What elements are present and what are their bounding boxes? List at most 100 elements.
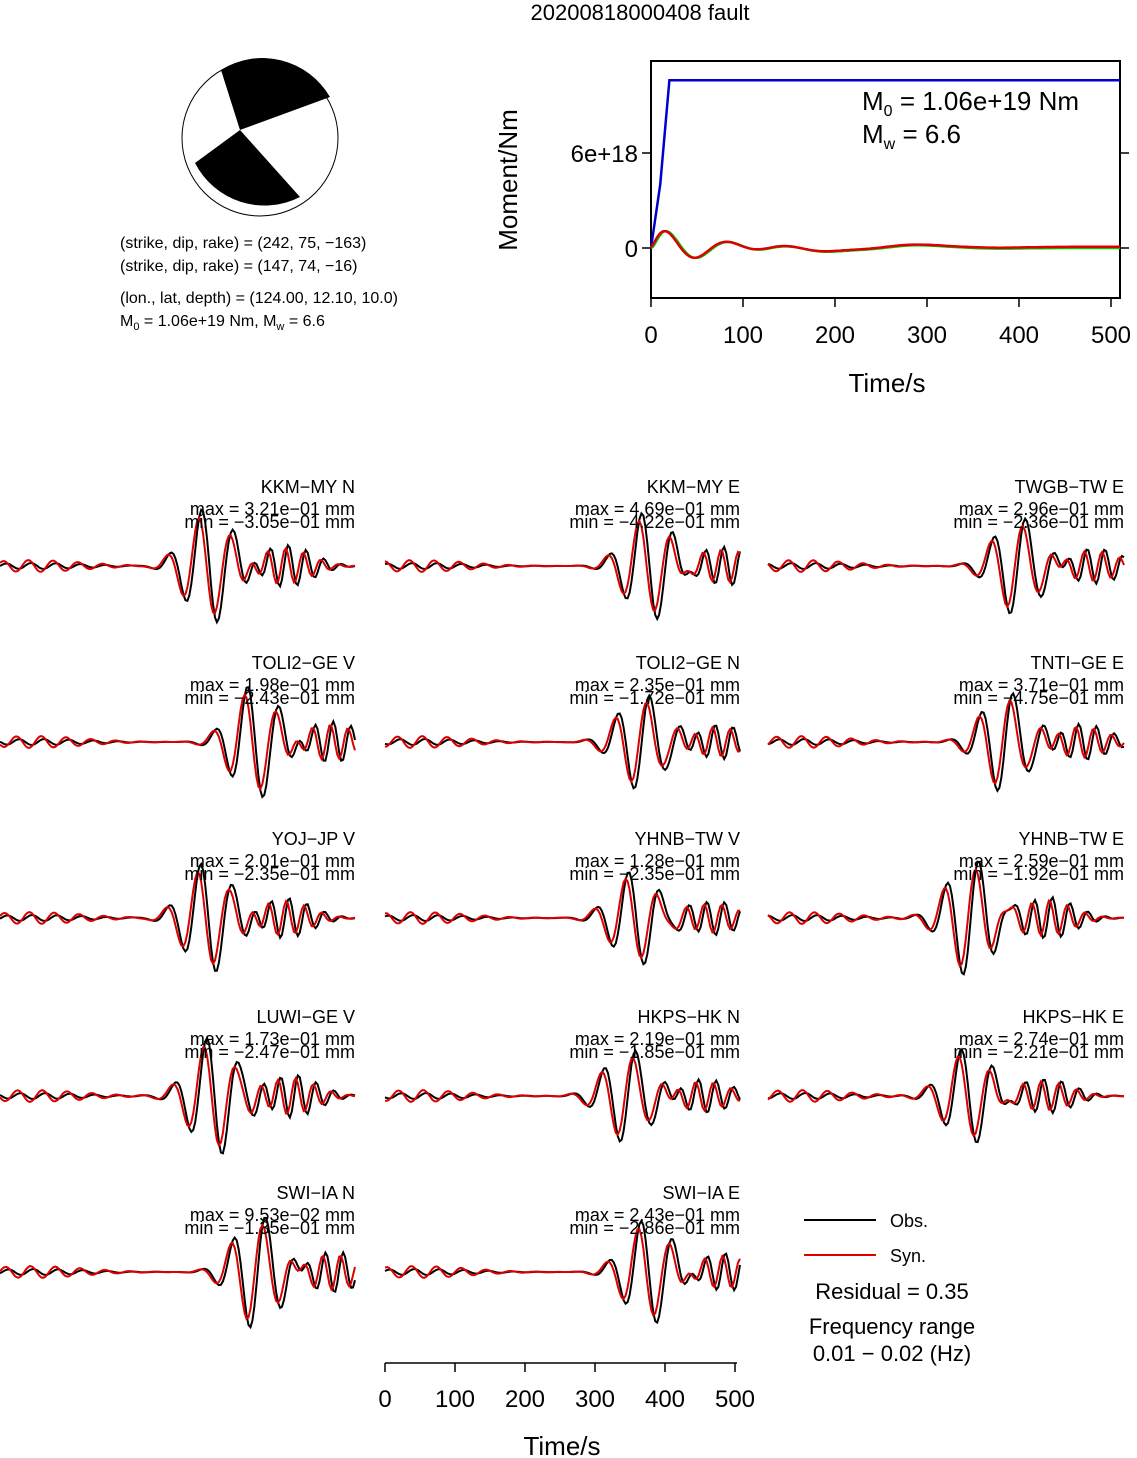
beachball-icon: [181, 58, 339, 217]
station-name: YHNB−TW E: [1018, 829, 1124, 849]
station-min: min = −1.85e−01 mm: [569, 1042, 740, 1062]
legend: Obs. Syn. Residual = 0.35 Frequency rang…: [804, 1211, 975, 1366]
station-name: KKM−MY N: [261, 477, 355, 497]
synthetic-trace: [384, 519, 741, 612]
synthetic-trace: [0, 871, 356, 966]
moment-rate-green: [650, 229, 1121, 260]
synthetic-trace: [384, 1057, 741, 1137]
station-max: max = 3.71e−01 mm: [959, 675, 1124, 695]
station-max: max = 3.21e−01 mm: [190, 499, 355, 519]
station-name: TOLI2−GE N: [636, 653, 740, 673]
synthetic-trace: [384, 877, 741, 960]
synthetic-trace: [0, 692, 356, 791]
waveform-xtick: 100: [435, 1386, 475, 1413]
station-min: min = −2.21e−01 mm: [953, 1042, 1124, 1062]
waveform-xtick: 400: [645, 1386, 685, 1413]
stf-mw-value: = 6.6: [902, 119, 961, 149]
waveform-xtick: 500: [715, 1386, 755, 1413]
station-name: YOJ−JP V: [272, 829, 355, 849]
station-max: max = 1.28e−01 mm: [575, 851, 740, 871]
observed-trace: [767, 1047, 1124, 1144]
station-name: YHNB−TW V: [634, 829, 740, 849]
synthetic-trace: [384, 1228, 741, 1317]
station-min: min = −4.75e−01 mm: [953, 688, 1124, 708]
station-name: TNTI−GE E: [1030, 653, 1124, 673]
station-min: min = −1.72e−01 mm: [569, 688, 740, 708]
synthetic-trace: [0, 1046, 356, 1148]
stf-xtick: 300: [907, 322, 947, 349]
stf-mw-label: Mw = 6.6: [862, 119, 961, 153]
synthetic-trace: [767, 699, 1125, 785]
waveform-time-axis: 0 100 200 300 400 500 Time/s: [378, 1362, 755, 1458]
synthetic-trace: [0, 1223, 356, 1321]
station-min: min = −2.36e−01 mm: [953, 512, 1124, 532]
moment-rate-red: [649, 229, 1121, 260]
station-name: HKPS−HK N: [637, 1007, 740, 1027]
stf-xtick: 100: [723, 322, 763, 349]
synthetic-trace: [767, 1055, 1124, 1138]
nodal-plane-1: (strike, dip, rake) = (242, 75, −163): [120, 235, 366, 252]
hypocenter-location: (lon., lat, depth) = (124.00, 12.10, 10.…: [120, 290, 398, 307]
nodal-plane-2: (strike, dip, rake) = (147, 74, −16): [120, 258, 357, 275]
stf-m0-label: M0 = 1.06e+19 Nm: [862, 86, 1079, 120]
mw-value: = 6.6: [284, 313, 325, 330]
station-min: min = −1.35e−01 mm: [184, 1218, 355, 1238]
synthetic-trace: [0, 515, 356, 615]
frequency-range-label: Frequency range: [809, 1314, 975, 1339]
station-max: max = 2.01e−01 mm: [190, 851, 355, 871]
station-max: max = 9.53e−02 mm: [190, 1205, 355, 1225]
stf-xtick: 200: [815, 322, 855, 349]
station-min: min = −2.86e−01 mm: [569, 1218, 740, 1238]
frequency-range-value: 0.01 − 0.02 (Hz): [813, 1341, 971, 1366]
moment-magnitude-line: M0 = 1.06e+19 Nm, Mw = 6.6: [120, 313, 325, 333]
station-max: max = 2.35e−01 mm: [575, 675, 740, 695]
waveform-xlabel: Time/s: [523, 1431, 600, 1458]
stf-xtick: 500: [1091, 322, 1131, 349]
stf-ytick-0: 0: [625, 236, 638, 263]
station-max: max = 2.59e−01 mm: [959, 851, 1124, 871]
waveform-xtick: 200: [505, 1386, 545, 1413]
station-name: KKM−MY E: [647, 477, 740, 497]
station-name: SWI−IA N: [276, 1183, 355, 1203]
stf-ylabel: Moment/Nm: [493, 109, 523, 251]
station-max: max = 4.69e−01 mm: [575, 499, 740, 519]
station-min: min = −3.05e−01 mm: [184, 512, 355, 532]
figure-title: 20200818000408 fault: [531, 0, 750, 25]
station-min: min = −2.35e−01 mm: [184, 864, 355, 884]
stf-frame: [650, 60, 1121, 299]
waveform-xtick: 0: [378, 1386, 391, 1413]
waveform-xtick: 300: [575, 1386, 615, 1413]
stf-m0-value: = 1.06e+19 Nm: [900, 86, 1079, 116]
station-min: min = −2.47e−01 mm: [184, 1042, 355, 1062]
moment-magnitude-value: = 1.06e+19 Nm, M: [144, 313, 277, 330]
legend-obs-label: Obs.: [890, 1211, 928, 1231]
stf-panel: 6e+18 0 0 100 200 300 400 500 Time/s Moment/N…: [493, 60, 1131, 398]
stf-xtick: 400: [999, 322, 1039, 349]
station-name: LUWI−GE V: [256, 1007, 355, 1027]
station-name: TOLI2−GE V: [252, 653, 355, 673]
station-max: max = 2.74e−01 mm: [959, 1029, 1124, 1049]
station-name: SWI−IA E: [662, 1183, 740, 1203]
station-max: max = 1.98e−01 mm: [190, 675, 355, 695]
station-min: min = −1.92e−01 mm: [953, 864, 1124, 884]
station-min: min = −2.35e−01 mm: [569, 864, 740, 884]
synthetic-trace: [767, 867, 1125, 968]
synthetic-trace: [384, 701, 741, 784]
stf-ytick-6e18: 6e+18: [571, 141, 638, 168]
station-max: max = 2.19e−01 mm: [575, 1029, 740, 1049]
station-name: TWGB−TW E: [1015, 477, 1125, 497]
